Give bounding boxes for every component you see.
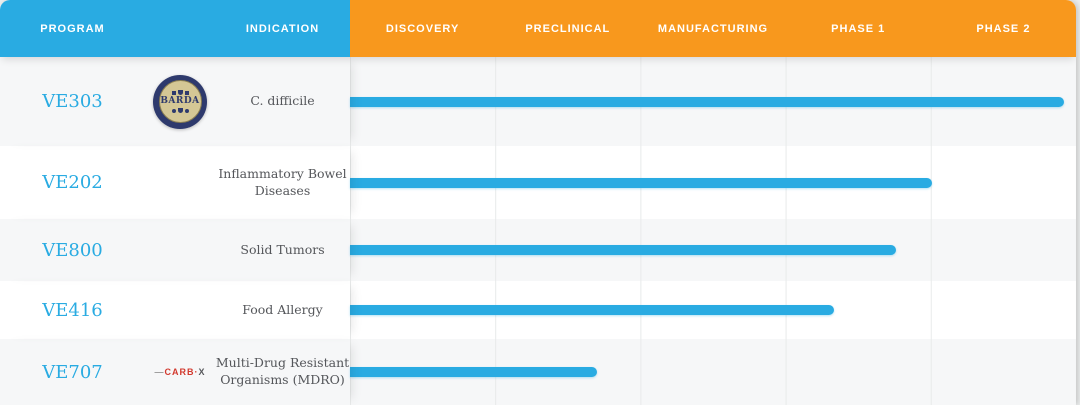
indication-label: Solid Tumors (240, 241, 325, 257)
table-row: VE303 BARDA C. difficile (0, 57, 1076, 146)
progress-track (350, 57, 1076, 146)
progress-track (350, 281, 1076, 339)
header-left-section: PROGRAM INDICATION (0, 0, 350, 57)
column-header-manufacturing: MANUFACTURING (657, 22, 769, 35)
progress-track (350, 339, 1076, 405)
header-phase-section: DISCOVERY PRECLINICAL MANUFACTURING PHAS… (350, 0, 1076, 57)
table-row: VE202 Inflammatory Bowel Diseases (0, 146, 1076, 219)
barda-seal-logo: BARDA (153, 74, 207, 129)
table-row: VE707 —CARB·X Multi-Drug Resistant Organ… (0, 339, 1076, 405)
column-header-discovery: DISCOVERY (385, 22, 460, 35)
row-label-section: VE707 —CARB·X Multi-Drug Resistant Organ… (0, 339, 350, 405)
progress-bar-ve800 (350, 245, 896, 255)
column-header-program: PROGRAM (40, 22, 105, 35)
progress-bar-ve303 (350, 96, 1065, 107)
program-link-ve416[interactable]: VE416 (42, 299, 103, 321)
carb-x-word: CARB (164, 367, 195, 377)
indication-label: Food Allergy (242, 301, 323, 317)
column-header-phase2: PHASE 2 (976, 22, 1031, 35)
program-link-ve303[interactable]: VE303 (42, 91, 103, 112)
indication-label: Multi-Drug Resistant Organisms (MDRO) (215, 355, 350, 387)
indication-label: C. difficile (250, 93, 315, 109)
progress-bar-ve707 (350, 367, 597, 377)
carb-x-dash: — (154, 367, 165, 377)
column-header-preclinical: PRECLINICAL (525, 22, 611, 35)
table-row: VE800 Solid Tumors (0, 219, 1076, 281)
table-header: PROGRAM INDICATION DISCOVERY PRECLINICAL… (0, 0, 1076, 57)
row-label-section: VE303 BARDA C. difficile (0, 57, 350, 146)
program-link-ve202[interactable]: VE202 (42, 172, 103, 193)
carb-x-x: X (198, 367, 206, 377)
badge-cell: —CARB·X (145, 367, 215, 377)
column-header-phase1: PHASE 1 (831, 22, 886, 35)
seal-glyphs-top (171, 90, 189, 95)
barda-seal-inner: BARDA (158, 80, 202, 123)
badge-cell: BARDA (145, 74, 215, 129)
row-label-section: VE800 Solid Tumors (0, 219, 350, 281)
carb-x-dot: · (194, 367, 199, 377)
progress-track (350, 146, 1076, 219)
table-row: VE416 Food Allergy (0, 281, 1076, 339)
progress-track (350, 219, 1076, 281)
progress-bar-ve416 (350, 305, 835, 315)
progress-bar-ve202 (350, 177, 932, 188)
barda-seal-label: BARDA (160, 96, 200, 106)
carb-x-logo: —CARB·X (154, 367, 205, 377)
seal-glyphs-bottom (171, 108, 189, 113)
program-link-ve800[interactable]: VE800 (42, 239, 103, 261)
indication-label: Inflammatory Bowel Diseases (218, 165, 347, 198)
column-header-indication: INDICATION (245, 22, 320, 35)
program-link-ve707[interactable]: VE707 (42, 361, 103, 383)
row-label-section: VE202 Inflammatory Bowel Diseases (0, 146, 350, 219)
row-label-section: VE416 Food Allergy (0, 281, 350, 339)
